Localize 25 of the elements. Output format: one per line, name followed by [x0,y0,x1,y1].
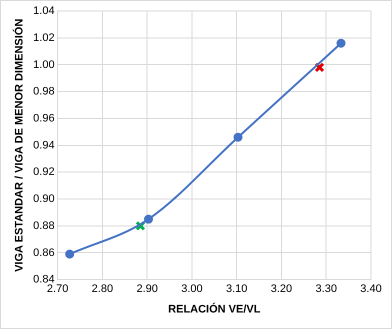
y-tick-label: 0.90 [33,193,55,206]
x-tick-label: 3.00 [181,283,203,296]
y-tick-label: 1.02 [33,32,55,44]
x-tick-label: 3.30 [316,283,337,296]
y-tick-label: 0.94 [33,139,55,152]
y-tick-label: 1.04 [33,5,55,18]
x-axis-title: RELACIÓN VE/VL [168,302,261,316]
point [144,214,153,224]
y-tick-label: 1.00 [33,58,55,71]
y-tick-label: 0.92 [33,166,55,178]
x-tick-label: 2.90 [136,283,158,296]
y-tick-label: 0.96 [33,112,55,124]
x-tick-label: 2.70 [46,283,68,296]
point [65,250,74,259]
x-tick-label: 3.10 [226,283,248,296]
y-tick-label: 0.88 [33,220,55,232]
x-tick-label: 2.80 [92,283,114,296]
y-axis-title: VIGA ESTANDAR / VIGA DE MENOR DIMENSIÓN [12,18,26,272]
y-tick-label: 0.86 [33,246,55,259]
x-tick-label: 3.20 [270,283,292,296]
point [336,38,346,48]
point [314,62,325,72]
x-tick-label: 3.40 [360,283,382,296]
point [234,132,243,142]
y-tick-label: 0.98 [33,86,55,98]
